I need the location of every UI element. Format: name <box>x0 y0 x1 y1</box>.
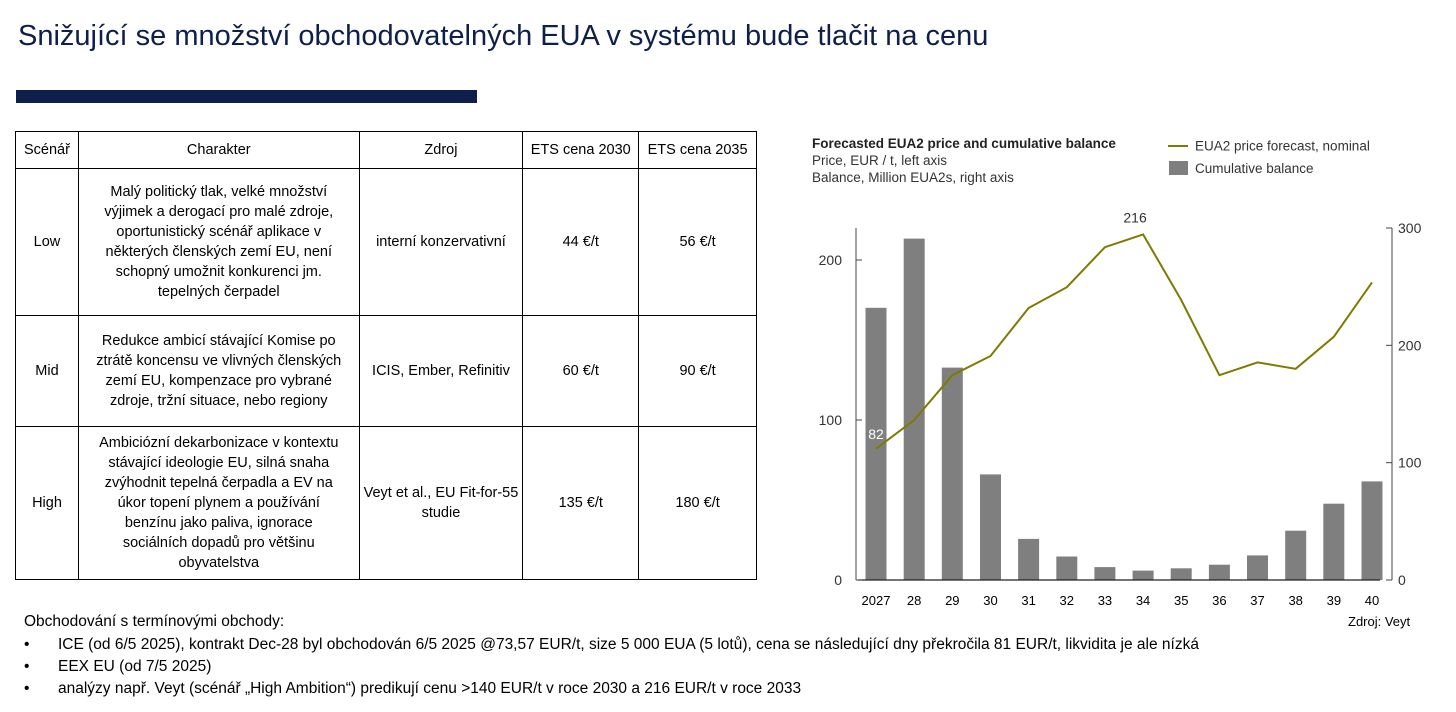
left-tick-label-100: 100 <box>819 412 843 428</box>
header-price-2030: ETS cena 2030 <box>522 131 640 169</box>
x-tick-label-29: 29 <box>945 593 959 608</box>
cell-source: ICIS, Ember, Refinitiv <box>358 315 524 427</box>
bar-34 <box>1132 570 1154 580</box>
x-tick-label-34: 34 <box>1136 593 1150 608</box>
left-axis-ticks: 0 100 200 <box>819 252 862 588</box>
data-labels: 82 216 <box>868 209 1147 441</box>
header-price-2035: ETS cena 2035 <box>638 131 757 169</box>
right-tick-label-200: 200 <box>1398 337 1422 353</box>
cell-source: interní konzervativní <box>358 168 524 316</box>
x-tick-label-33: 33 <box>1098 593 1112 608</box>
source-label: Zdroj: Veyt <box>1348 614 1411 629</box>
x-tick-label-31: 31 <box>1021 593 1035 608</box>
cell-scenario: Low <box>15 168 79 316</box>
table-row-low: Low Malý politický tlak, velké množství … <box>15 168 757 316</box>
cell-character: Redukce ambicí stávající Komise po ztrát… <box>77 315 360 427</box>
eua2-chart: Forecasted EUA2 price and cumulative bal… <box>800 120 1450 610</box>
bar-31 <box>1018 538 1040 580</box>
header-source: Zdroj <box>358 131 524 169</box>
bar-37 <box>1247 555 1268 580</box>
data-label-216: 216 <box>1123 209 1147 225</box>
right-axis-ticks: 0 100 200 300 <box>1386 220 1422 588</box>
x-tick-label-38: 38 <box>1288 593 1302 608</box>
cell-price-2035: 180 €/t <box>638 426 757 580</box>
right-tick-label-100: 100 <box>1398 455 1422 471</box>
bar-2027 <box>865 307 887 580</box>
bar-series <box>865 238 1383 580</box>
scenario-table: Scénář Charakter Zdroj ETS cena 2030 ETS… <box>15 131 757 580</box>
cell-price-2030: 135 €/t <box>522 426 640 580</box>
bar-38 <box>1285 530 1307 580</box>
notes-section: Obchodování s termínovými obchody: • ICE … <box>24 611 1199 700</box>
right-tick-label-0: 0 <box>1398 572 1406 588</box>
left-tick-label-200: 200 <box>819 252 843 268</box>
table-row-mid: Mid Redukce ambicí stávající Komise po z… <box>15 315 757 427</box>
legend-price-label: EUA2 price forecast, nominal <box>1195 139 1370 154</box>
bar-33 <box>1094 567 1116 580</box>
data-label-82: 82 <box>868 426 884 442</box>
cell-scenario: High <box>15 426 79 580</box>
cell-scenario: Mid <box>15 315 79 427</box>
x-tick-label-40: 40 <box>1365 593 1379 608</box>
bar-29 <box>941 367 963 580</box>
right-tick-label-300: 300 <box>1398 220 1422 236</box>
bullet-marker: • <box>24 658 30 675</box>
table-row-high: High Ambiciózní dekarbonizace v kontextu… <box>15 426 757 580</box>
cell-price-2035: 90 €/t <box>638 315 757 427</box>
title-underline-bar <box>16 90 477 103</box>
cell-source: Veyt et al., EU Fit-for-55 studie <box>358 426 524 580</box>
price-line <box>875 233 1373 450</box>
legend-balance-label: Cumulative balance <box>1195 161 1314 176</box>
cell-character: Malý politický tlak, velké množství výji… <box>77 168 360 316</box>
notes-bullet-ice: • ICE (od 6/5 2025), kontrakt Dec-28 byl … <box>24 634 1199 656</box>
bullet-text: analýzy např. Veyt (scénář „High Ambitio… <box>58 680 802 697</box>
x-tick-label-36: 36 <box>1212 593 1226 608</box>
legend-bar-swatch <box>1169 161 1188 175</box>
x-axis-ticks: 2027 28 29 30 31 32 33 34 35 36 37 38 39 40 <box>862 593 1380 608</box>
x-tick-label-2027: 2027 <box>862 593 891 608</box>
x-tick-label-39: 39 <box>1327 593 1341 608</box>
bar-36 <box>1208 564 1230 580</box>
header-scenario: Scénář <box>15 131 79 169</box>
bullet-marker: • <box>24 636 30 653</box>
chart-subtitle-price: Price, EUR / t, left axis <box>812 153 947 168</box>
chart-subtitle-balance: Balance, Million EUA2s, right axis <box>812 170 1014 185</box>
x-tick-label-35: 35 <box>1174 593 1188 608</box>
bullet-text: EEX EU (od 7/5 2025) <box>58 658 212 675</box>
cell-price-2035: 56 €/t <box>638 168 757 316</box>
notes-bullet-veyt: • analýzy např. Veyt (scénář „High Ambiti… <box>24 678 1199 700</box>
bar-32 <box>1056 556 1078 580</box>
cell-price-2030: 44 €/t <box>522 168 640 316</box>
chart-svg: Forecasted EUA2 price and cumulative bal… <box>812 136 1422 608</box>
bar-35 <box>1170 568 1192 580</box>
notes-heading: Obchodování s termínovými obchody: <box>24 613 285 630</box>
notes-bullet-eex: • EEX EU (od 7/5 2025) <box>24 656 1199 678</box>
bar-30 <box>980 474 1001 580</box>
cell-price-2030: 60 €/t <box>522 315 640 427</box>
x-tick-label-30: 30 <box>983 593 997 608</box>
bullet-marker: • <box>24 680 30 697</box>
bar-39 <box>1323 503 1345 580</box>
chart-title: Forecasted EUA2 price and cumulative bal… <box>812 136 1116 151</box>
bar-40 <box>1361 481 1383 580</box>
left-tick-label-0: 0 <box>834 572 842 588</box>
header-character: Charakter <box>77 131 360 169</box>
table-header-row: Scénář Charakter Zdroj ETS cena 2030 ETS… <box>15 131 757 169</box>
bar-28 <box>903 238 925 580</box>
x-tick-label-32: 32 <box>1060 593 1074 608</box>
x-tick-label-28: 28 <box>907 593 921 608</box>
x-tick-label-37: 37 <box>1250 593 1264 608</box>
page-title: Snižující se množství obchodovatelných E… <box>18 20 989 52</box>
cell-character: Ambiciózní dekarbonizace v kontextu stáv… <box>77 426 360 580</box>
bullet-text: ICE (od 6/5 2025), kontrakt Dec-28 byl o… <box>58 636 1199 653</box>
